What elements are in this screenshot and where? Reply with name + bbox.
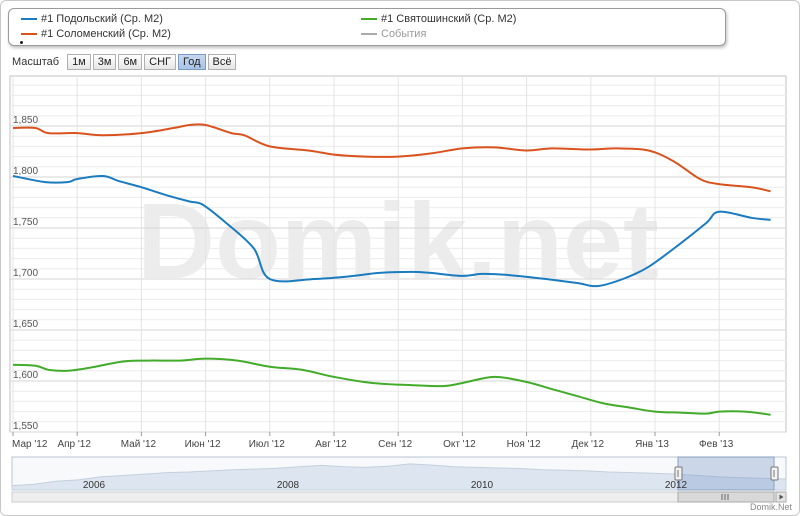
y-tick-label: 1,650	[13, 319, 38, 330]
x-tick-label: Авг '12	[315, 439, 347, 450]
series-line-podolsky[interactable]	[12, 174, 771, 288]
y-tick-label: 1,700	[13, 268, 38, 279]
y-tick-label: 1,600	[13, 370, 38, 381]
series-line-solomensky[interactable]	[12, 123, 771, 193]
x-tick-label: Апр '12	[57, 439, 91, 450]
x-tick-label: Дек '12	[572, 439, 605, 450]
x-tick-label: Сен '12	[378, 439, 413, 450]
legend-label-svyatoshinsky: #1 Святошинский (Ср. M2)	[381, 13, 517, 25]
legend-label-podolsky: #1 Подольский (Ср. M2)	[41, 13, 163, 25]
legend-item-podolsky[interactable]: #1 Подольский (Ср. M2)	[21, 13, 163, 25]
y-tick-label: 1,550	[13, 421, 38, 432]
zoom-button-ytd[interactable]: СНГ	[144, 54, 176, 70]
legend-swatch-events	[361, 33, 377, 35]
zoom-button-1m[interactable]: 1м	[67, 54, 91, 70]
legend-label-events: События	[381, 28, 427, 40]
zoom-label: Масштаб	[12, 56, 60, 68]
x-tick-label: Июн '12	[185, 439, 221, 450]
zoom-button-year[interactable]: Год	[177, 54, 206, 70]
legend-bullet-icon	[20, 41, 23, 44]
navigator-tick-label: 2008	[277, 480, 300, 491]
legend-swatch-podolsky	[21, 18, 37, 20]
x-tick-label: Мар '12	[12, 439, 48, 450]
y-tick-label: 1,800	[13, 166, 38, 177]
navigator-tick-label: 2006	[83, 480, 106, 491]
x-tick-label: Окт '12	[443, 439, 476, 450]
zoom-button-6m[interactable]: 6м	[118, 54, 143, 70]
navigator-series-area	[11, 463, 787, 491]
x-tick-label: Июл '12	[249, 439, 286, 450]
navigator-selection[interactable]	[677, 456, 775, 491]
scrollbar-track[interactable]	[11, 491, 787, 503]
legend-item-svyatoshinsky[interactable]: #1 Святошинский (Ср. M2)	[361, 13, 516, 25]
legend: #1 Подольский (Ср. M2) #1 Соломенский (С…	[8, 8, 726, 46]
scrollbar-thumb[interactable]	[677, 491, 775, 503]
legend-swatch-svyatoshinsky	[361, 18, 377, 20]
scrollbar-arrow-right-icon	[779, 494, 784, 500]
x-tick-label: Фев '13	[699, 439, 734, 450]
series-line-svyatoshinsky[interactable]	[12, 357, 771, 416]
navigator-tick-label: 2010	[471, 480, 494, 491]
zoom-button-all[interactable]: Всё	[207, 54, 237, 70]
legend-item-events[interactable]: События	[361, 28, 426, 40]
zoom-button-3m[interactable]: 3м	[92, 54, 117, 70]
credits-text[interactable]: Domik.Net	[749, 502, 792, 512]
x-tick-label: Ноя '12	[507, 439, 541, 450]
legend-swatch-solomensky	[21, 33, 37, 35]
y-tick-label: 1,750	[13, 217, 38, 228]
legend-label-solomensky: #1 Соломенский (Ср. M2)	[41, 28, 171, 40]
zoom-selector: Масштаб 1м 3м 6м СНГ Год Всё	[12, 53, 238, 71]
x-tick-label: Янв '13	[635, 439, 669, 450]
navigator-tick-label: 2012	[665, 480, 688, 491]
y-tick-label: 1,850	[13, 115, 38, 126]
x-tick-label: Май '12	[121, 439, 157, 450]
legend-item-solomensky[interactable]: #1 Соломенский (Ср. M2)	[21, 28, 171, 40]
